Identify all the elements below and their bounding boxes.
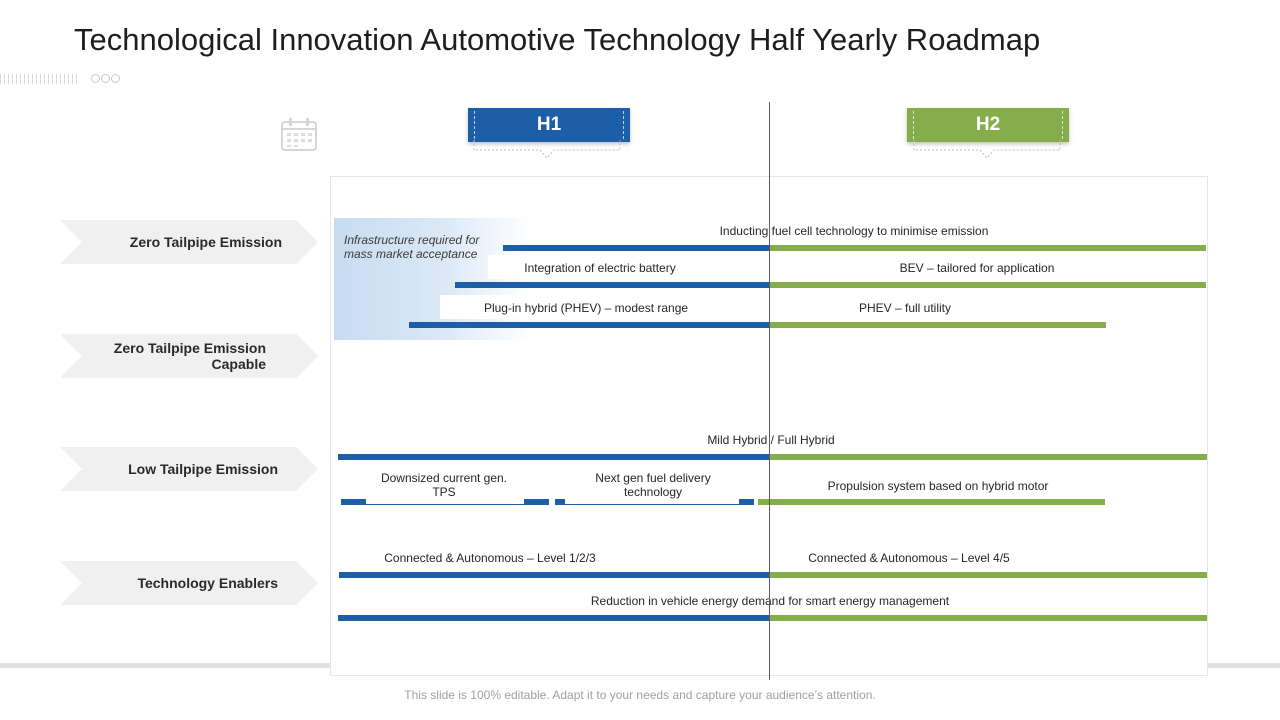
bar-nextgen-left	[555, 499, 565, 505]
label-connected-l45: Connected & Autonomous – Level 4/5	[808, 551, 1010, 565]
bar-downsized-left	[341, 499, 366, 505]
header-h1: H1	[468, 108, 630, 142]
label-propulsion: Propulsion system based on hybrid motor	[827, 479, 1049, 493]
label-phev-modest: Plug-in hybrid (PHEV) – modest range	[483, 301, 689, 315]
label-downsized: Downsized current gen. TPS	[380, 471, 508, 499]
bar-battery-h1	[455, 282, 769, 288]
page-title: Technological Innovation Automotive Tech…	[74, 22, 1041, 57]
label-next-gen-fuel: Next gen fuel delivery technology	[595, 471, 711, 499]
bar-nextgen-line	[565, 504, 739, 505]
bar-phev-h1	[409, 322, 769, 328]
label-box-battery	[488, 255, 713, 279]
h1-h2-divider	[769, 102, 770, 680]
category-zero-tailpipe: Zero Tailpipe Emission	[60, 220, 318, 264]
bar-energy-h2	[769, 615, 1207, 621]
header-h2-callout	[913, 140, 1061, 159]
label-energy-demand: Reduction in vehicle energy demand for s…	[590, 594, 950, 608]
calendar-icon	[281, 118, 317, 151]
category-technology-enablers: Technology Enablers	[60, 561, 318, 605]
bar-connected-h1	[339, 572, 769, 578]
bar-nextgen-right	[739, 499, 754, 505]
label-electric-battery: Integration of electric battery	[524, 261, 676, 275]
bar-downsized-line	[366, 504, 524, 505]
category-zero-tailpipe-capable: Zero Tailpipe Emission Capable	[60, 334, 318, 378]
bar-energy-h1	[338, 615, 769, 621]
bar-downsized-right	[524, 499, 549, 505]
bar-mild-hybrid-h1	[338, 454, 769, 460]
label-bev: BEV – tailored for application	[899, 261, 1055, 275]
header-h1-callout	[473, 140, 621, 159]
bar-mild-hybrid-h2	[769, 454, 1207, 460]
footer-note: This slide is 100% editable. Adapt it to…	[404, 688, 876, 702]
label-fuel-cell: Inducting fuel cell technology to minimi…	[719, 224, 989, 238]
bar-fuel-cell-h2	[769, 245, 1206, 251]
label-mild-hybrid: Mild Hybrid / Full Hybrid	[707, 433, 835, 447]
label-box-phev	[440, 295, 730, 319]
bar-phev-h2	[769, 322, 1106, 328]
header-h2: H2	[907, 108, 1069, 142]
bar-connected-h2	[769, 572, 1207, 578]
label-phev-full: PHEV – full utility	[858, 301, 952, 315]
bar-bev-h2	[769, 282, 1206, 288]
infrastructure-note: Infrastructure required for mass market …	[344, 233, 480, 261]
label-connected-l123: Connected & Autonomous – Level 1/2/3	[384, 551, 596, 565]
decorative-marks	[0, 71, 120, 89]
bar-fuel-cell-h1	[503, 245, 769, 251]
category-low-tailpipe: Low Tailpipe Emission	[60, 447, 318, 491]
infrastructure-highlight	[334, 218, 530, 340]
bar-propulsion-h2	[758, 499, 1105, 505]
